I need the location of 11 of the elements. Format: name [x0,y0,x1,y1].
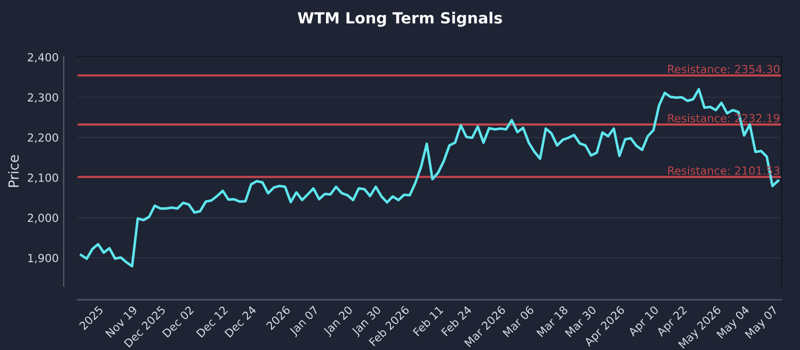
ref-line-label: Resistance: 2354.30 [668,64,780,74]
y-tick-label: 2,200 [28,133,58,143]
y-tick-label: 2,300 [28,93,58,103]
chart-title: WTM Long Term Signals [298,12,502,27]
y-tick-label: 2,100 [28,174,58,184]
y-tick-label: 2,400 [28,53,58,63]
y-tick-label: 2,000 [28,214,58,224]
y-tick-label: 1,900 [28,254,58,264]
y-axis-title: Price [8,155,19,187]
line-series [80,88,780,268]
x-tick-label: Jan 07 [288,306,320,338]
